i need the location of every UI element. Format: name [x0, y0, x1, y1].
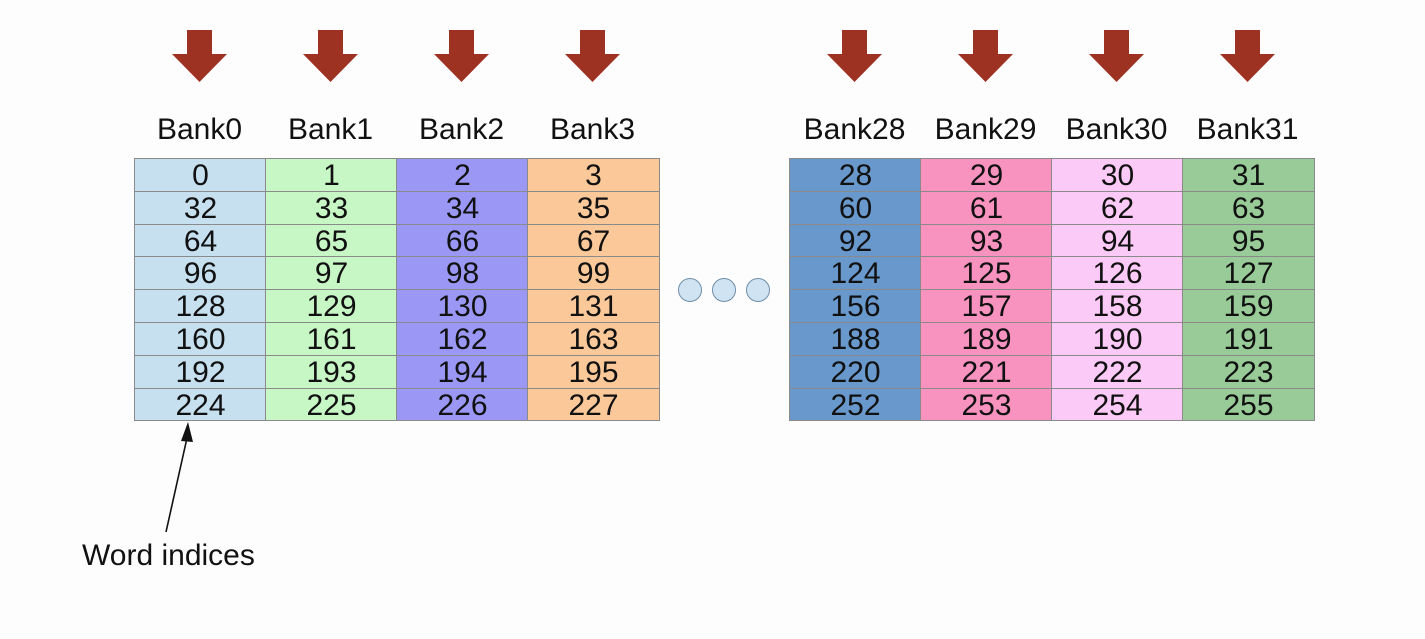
- word-cell: 92: [790, 223, 921, 257]
- down-arrow-icon: [303, 30, 358, 82]
- word-cell: 62: [1052, 190, 1183, 225]
- word-cell: 32: [135, 190, 266, 225]
- bank-cells: 0 32 64 96 128 160 192 224: [134, 158, 267, 421]
- word-cell: 226: [397, 387, 528, 421]
- down-arrow-icon: [1220, 30, 1275, 82]
- word-cell: 95: [1183, 223, 1314, 257]
- word-cell: 97: [266, 256, 397, 290]
- word-cell: 195: [528, 354, 659, 389]
- word-cell: 65: [266, 223, 397, 257]
- bank-label: Bank30: [1065, 113, 1168, 146]
- bank-label: Bank29: [934, 113, 1037, 146]
- word-cell: 60: [790, 190, 921, 225]
- word-cell: 96: [135, 256, 266, 290]
- word-cell: 190: [1052, 321, 1183, 356]
- word-cell: 64: [135, 223, 266, 257]
- bank-label: Bank1: [287, 113, 374, 146]
- word-cell: 66: [397, 223, 528, 257]
- ellipsis-icon: [678, 278, 770, 304]
- word-cell: 188: [790, 321, 921, 356]
- word-cell: 162: [397, 321, 528, 356]
- word-cell: 99: [528, 256, 659, 290]
- bank-label: Bank2: [418, 113, 505, 146]
- bank-label: Bank31: [1196, 113, 1299, 146]
- word-cell: 34: [397, 190, 528, 225]
- word-cell: 131: [528, 289, 659, 323]
- word-cell: 94: [1052, 223, 1183, 257]
- bank-cells: 31 63 95 127 159 191 223 255: [1182, 158, 1315, 421]
- word-indices-label: Word indices: [82, 539, 255, 572]
- ellipsis-dot: [746, 278, 770, 302]
- word-cell: 31: [1183, 158, 1314, 192]
- bank-cells: 29 61 93 125 157 189 221 253: [920, 158, 1053, 421]
- word-cell: 29: [921, 158, 1052, 192]
- word-cell: 191: [1183, 321, 1314, 356]
- word-cell: 252: [790, 387, 921, 421]
- word-cell: 220: [790, 354, 921, 389]
- word-cell: 0: [135, 158, 266, 192]
- word-cell: 129: [266, 289, 397, 323]
- bank-label: Bank0: [156, 113, 243, 146]
- down-arrow-icon: [172, 30, 227, 82]
- word-cell: 163: [528, 321, 659, 356]
- word-cell: 189: [921, 321, 1052, 356]
- bank-label: Bank3: [549, 113, 636, 146]
- word-cell: 127: [1183, 256, 1314, 290]
- ellipsis-dot: [678, 278, 702, 302]
- word-cell: 157: [921, 289, 1052, 323]
- word-cell: 61: [921, 190, 1052, 225]
- word-cell: 159: [1183, 289, 1314, 323]
- word-cell: 3: [528, 158, 659, 192]
- word-cell: 225: [266, 387, 397, 421]
- word-cell: 158: [1052, 289, 1183, 323]
- word-cell: 161: [266, 321, 397, 356]
- word-cell: 254: [1052, 387, 1183, 421]
- word-cell: 33: [266, 190, 397, 225]
- word-cell: 223: [1183, 354, 1314, 389]
- word-cell: 2: [397, 158, 528, 192]
- word-cell: 194: [397, 354, 528, 389]
- word-cell: 253: [921, 387, 1052, 421]
- word-cell: 1: [266, 158, 397, 192]
- word-cell: 130: [397, 289, 528, 323]
- word-cell: 192: [135, 354, 266, 389]
- word-cell: 128: [135, 289, 266, 323]
- bank-cells: 30 62 94 126 158 190 222 254: [1051, 158, 1184, 421]
- down-arrow-icon: [827, 30, 882, 82]
- bank-cells: 2 34 66 98 130 162 194 226: [396, 158, 529, 421]
- word-cell: 124: [790, 256, 921, 290]
- bank-cells: 28 60 92 124 156 188 220 252: [789, 158, 922, 421]
- word-cell: 125: [921, 256, 1052, 290]
- word-cell: 98: [397, 256, 528, 290]
- word-cell: 28: [790, 158, 921, 192]
- pointer-arrow-icon: [165, 422, 193, 533]
- down-arrow-icon: [565, 30, 620, 82]
- bank-cells: 3 35 67 99 131 163 195 227: [527, 158, 660, 421]
- word-cell: 30: [1052, 158, 1183, 192]
- down-arrow-icon: [1089, 30, 1144, 82]
- word-cell: 126: [1052, 256, 1183, 290]
- word-cell: 221: [921, 354, 1052, 389]
- word-cell: 67: [528, 223, 659, 257]
- word-cell: 35: [528, 190, 659, 225]
- word-cell: 63: [1183, 190, 1314, 225]
- bank-cells: 1 33 65 97 129 161 193 225: [265, 158, 398, 421]
- word-cell: 193: [266, 354, 397, 389]
- word-cell: 93: [921, 223, 1052, 257]
- word-cell: 160: [135, 321, 266, 356]
- word-cell: 224: [135, 387, 266, 421]
- word-cell: 222: [1052, 354, 1183, 389]
- bank-label: Bank28: [803, 113, 906, 146]
- down-arrow-icon: [434, 30, 489, 82]
- word-cell: 227: [528, 387, 659, 421]
- down-arrow-icon: [958, 30, 1013, 82]
- ellipsis-dot: [712, 278, 736, 302]
- word-cell: 255: [1183, 387, 1314, 421]
- word-cell: 156: [790, 289, 921, 323]
